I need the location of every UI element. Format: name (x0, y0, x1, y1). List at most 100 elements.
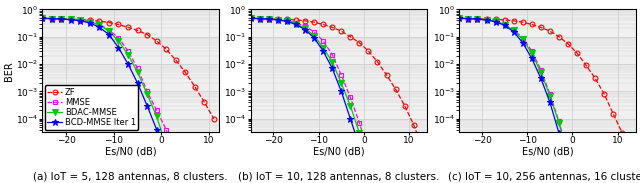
ZF (301, 20, 309, 22)
MMSE (356, 122, 364, 124)
MMSE (465, 18, 472, 20)
BCD-MMSE Iter 1 (310, 37, 318, 39)
MMSE (292, 22, 300, 24)
ZF (143, 33, 151, 36)
MMSE (115, 37, 122, 39)
BDAC-MMSE (528, 52, 536, 54)
BCD-MMSE Iter 1 (38, 17, 46, 19)
MMSE (365, 151, 372, 153)
BDAC-MMSE (163, 145, 170, 147)
Line: MMSE: MMSE (248, 16, 380, 183)
ZF (501, 19, 509, 21)
MMSE (134, 67, 141, 69)
BCD-MMSE Iter 1 (356, 145, 364, 147)
ZF (474, 18, 481, 20)
MMSE (38, 17, 46, 19)
BDAC-MMSE (283, 20, 291, 22)
ZF (374, 61, 381, 63)
BDAC-MMSE (58, 18, 65, 20)
BCD-MMSE Iter 1 (328, 67, 336, 69)
MMSE (86, 21, 93, 23)
BDAC-MMSE (292, 23, 300, 25)
ZF (356, 42, 364, 44)
ZF (247, 17, 255, 19)
ZF (564, 43, 572, 45)
ZF (401, 104, 408, 107)
BDAC-MMSE (48, 18, 56, 20)
MMSE (501, 23, 509, 26)
Line: BCD-MMSE Iter 1: BCD-MMSE Iter 1 (456, 15, 580, 183)
MMSE (265, 18, 273, 20)
ZF (456, 17, 463, 19)
ZF (582, 64, 590, 66)
MMSE (546, 93, 554, 95)
BCD-MMSE Iter 1 (77, 20, 84, 22)
BDAC-MMSE (483, 19, 490, 21)
Line: ZF: ZF (40, 16, 216, 121)
BCD-MMSE Iter 1 (546, 101, 554, 103)
BDAC-MMSE (346, 104, 354, 107)
Line: ZF: ZF (457, 16, 634, 154)
ZF (200, 101, 208, 103)
ZF (124, 26, 132, 28)
BCD-MMSE Iter 1 (247, 17, 255, 19)
BDAC-MMSE (537, 71, 545, 73)
MMSE (124, 50, 132, 52)
MMSE (58, 18, 65, 20)
ZF (419, 147, 426, 150)
ZF (86, 19, 93, 21)
BCD-MMSE Iter 1 (510, 31, 518, 33)
BCD-MMSE Iter 1 (483, 19, 490, 21)
Line: BDAC-MMSE: BDAC-MMSE (40, 16, 179, 176)
BDAC-MMSE (365, 164, 372, 166)
MMSE (337, 74, 345, 76)
BDAC-MMSE (519, 38, 527, 40)
MMSE (474, 18, 481, 20)
ZF (58, 18, 65, 20)
BDAC-MMSE (555, 122, 563, 124)
BDAC-MMSE (95, 24, 103, 26)
BCD-MMSE Iter 1 (283, 20, 291, 23)
ZF (337, 30, 345, 32)
BCD-MMSE Iter 1 (67, 18, 75, 21)
BCD-MMSE Iter 1 (48, 18, 56, 20)
MMSE (564, 153, 572, 155)
BCD-MMSE Iter 1 (474, 18, 481, 20)
BDAC-MMSE (474, 18, 481, 20)
ZF (627, 151, 635, 153)
BCD-MMSE Iter 1 (519, 42, 527, 44)
ZF (172, 59, 180, 61)
ZF (283, 18, 291, 20)
Legend: ZF, MMSE, BDAC-MMSE, BCD-MMSE Iter 1: ZF, MMSE, BDAC-MMSE, BCD-MMSE Iter 1 (45, 85, 138, 130)
ZF (392, 88, 399, 90)
BCD-MMSE Iter 1 (501, 24, 509, 27)
BCD-MMSE Iter 1 (95, 26, 103, 28)
BCD-MMSE Iter 1 (105, 33, 113, 36)
BDAC-MMSE (564, 156, 572, 158)
BCD-MMSE Iter 1 (115, 46, 122, 49)
BCD-MMSE Iter 1 (153, 128, 161, 131)
MMSE (510, 29, 518, 31)
BDAC-MMSE (492, 20, 499, 23)
BCD-MMSE Iter 1 (465, 18, 472, 20)
ZF (181, 71, 189, 73)
BDAC-MMSE (328, 61, 336, 63)
ZF (38, 17, 46, 19)
ZF (528, 23, 536, 26)
Text: (c) IoT = 10, 256 antennas, 16 cluster: (c) IoT = 10, 256 antennas, 16 cluster (449, 171, 640, 181)
BCD-MMSE Iter 1 (301, 29, 309, 31)
BCD-MMSE Iter 1 (86, 22, 93, 24)
BCD-MMSE Iter 1 (492, 21, 499, 23)
ZF (274, 18, 282, 20)
ZF (256, 18, 264, 20)
BDAC-MMSE (546, 94, 554, 97)
BCD-MMSE Iter 1 (555, 132, 563, 134)
MMSE (528, 50, 536, 52)
BCD-MMSE Iter 1 (319, 50, 327, 52)
BDAC-MMSE (67, 18, 75, 20)
BCD-MMSE Iter 1 (456, 17, 463, 19)
BCD-MMSE Iter 1 (124, 63, 132, 65)
X-axis label: Es/N0 (dB): Es/N0 (dB) (522, 147, 573, 157)
BCD-MMSE Iter 1 (143, 104, 151, 107)
ZF (510, 20, 518, 22)
